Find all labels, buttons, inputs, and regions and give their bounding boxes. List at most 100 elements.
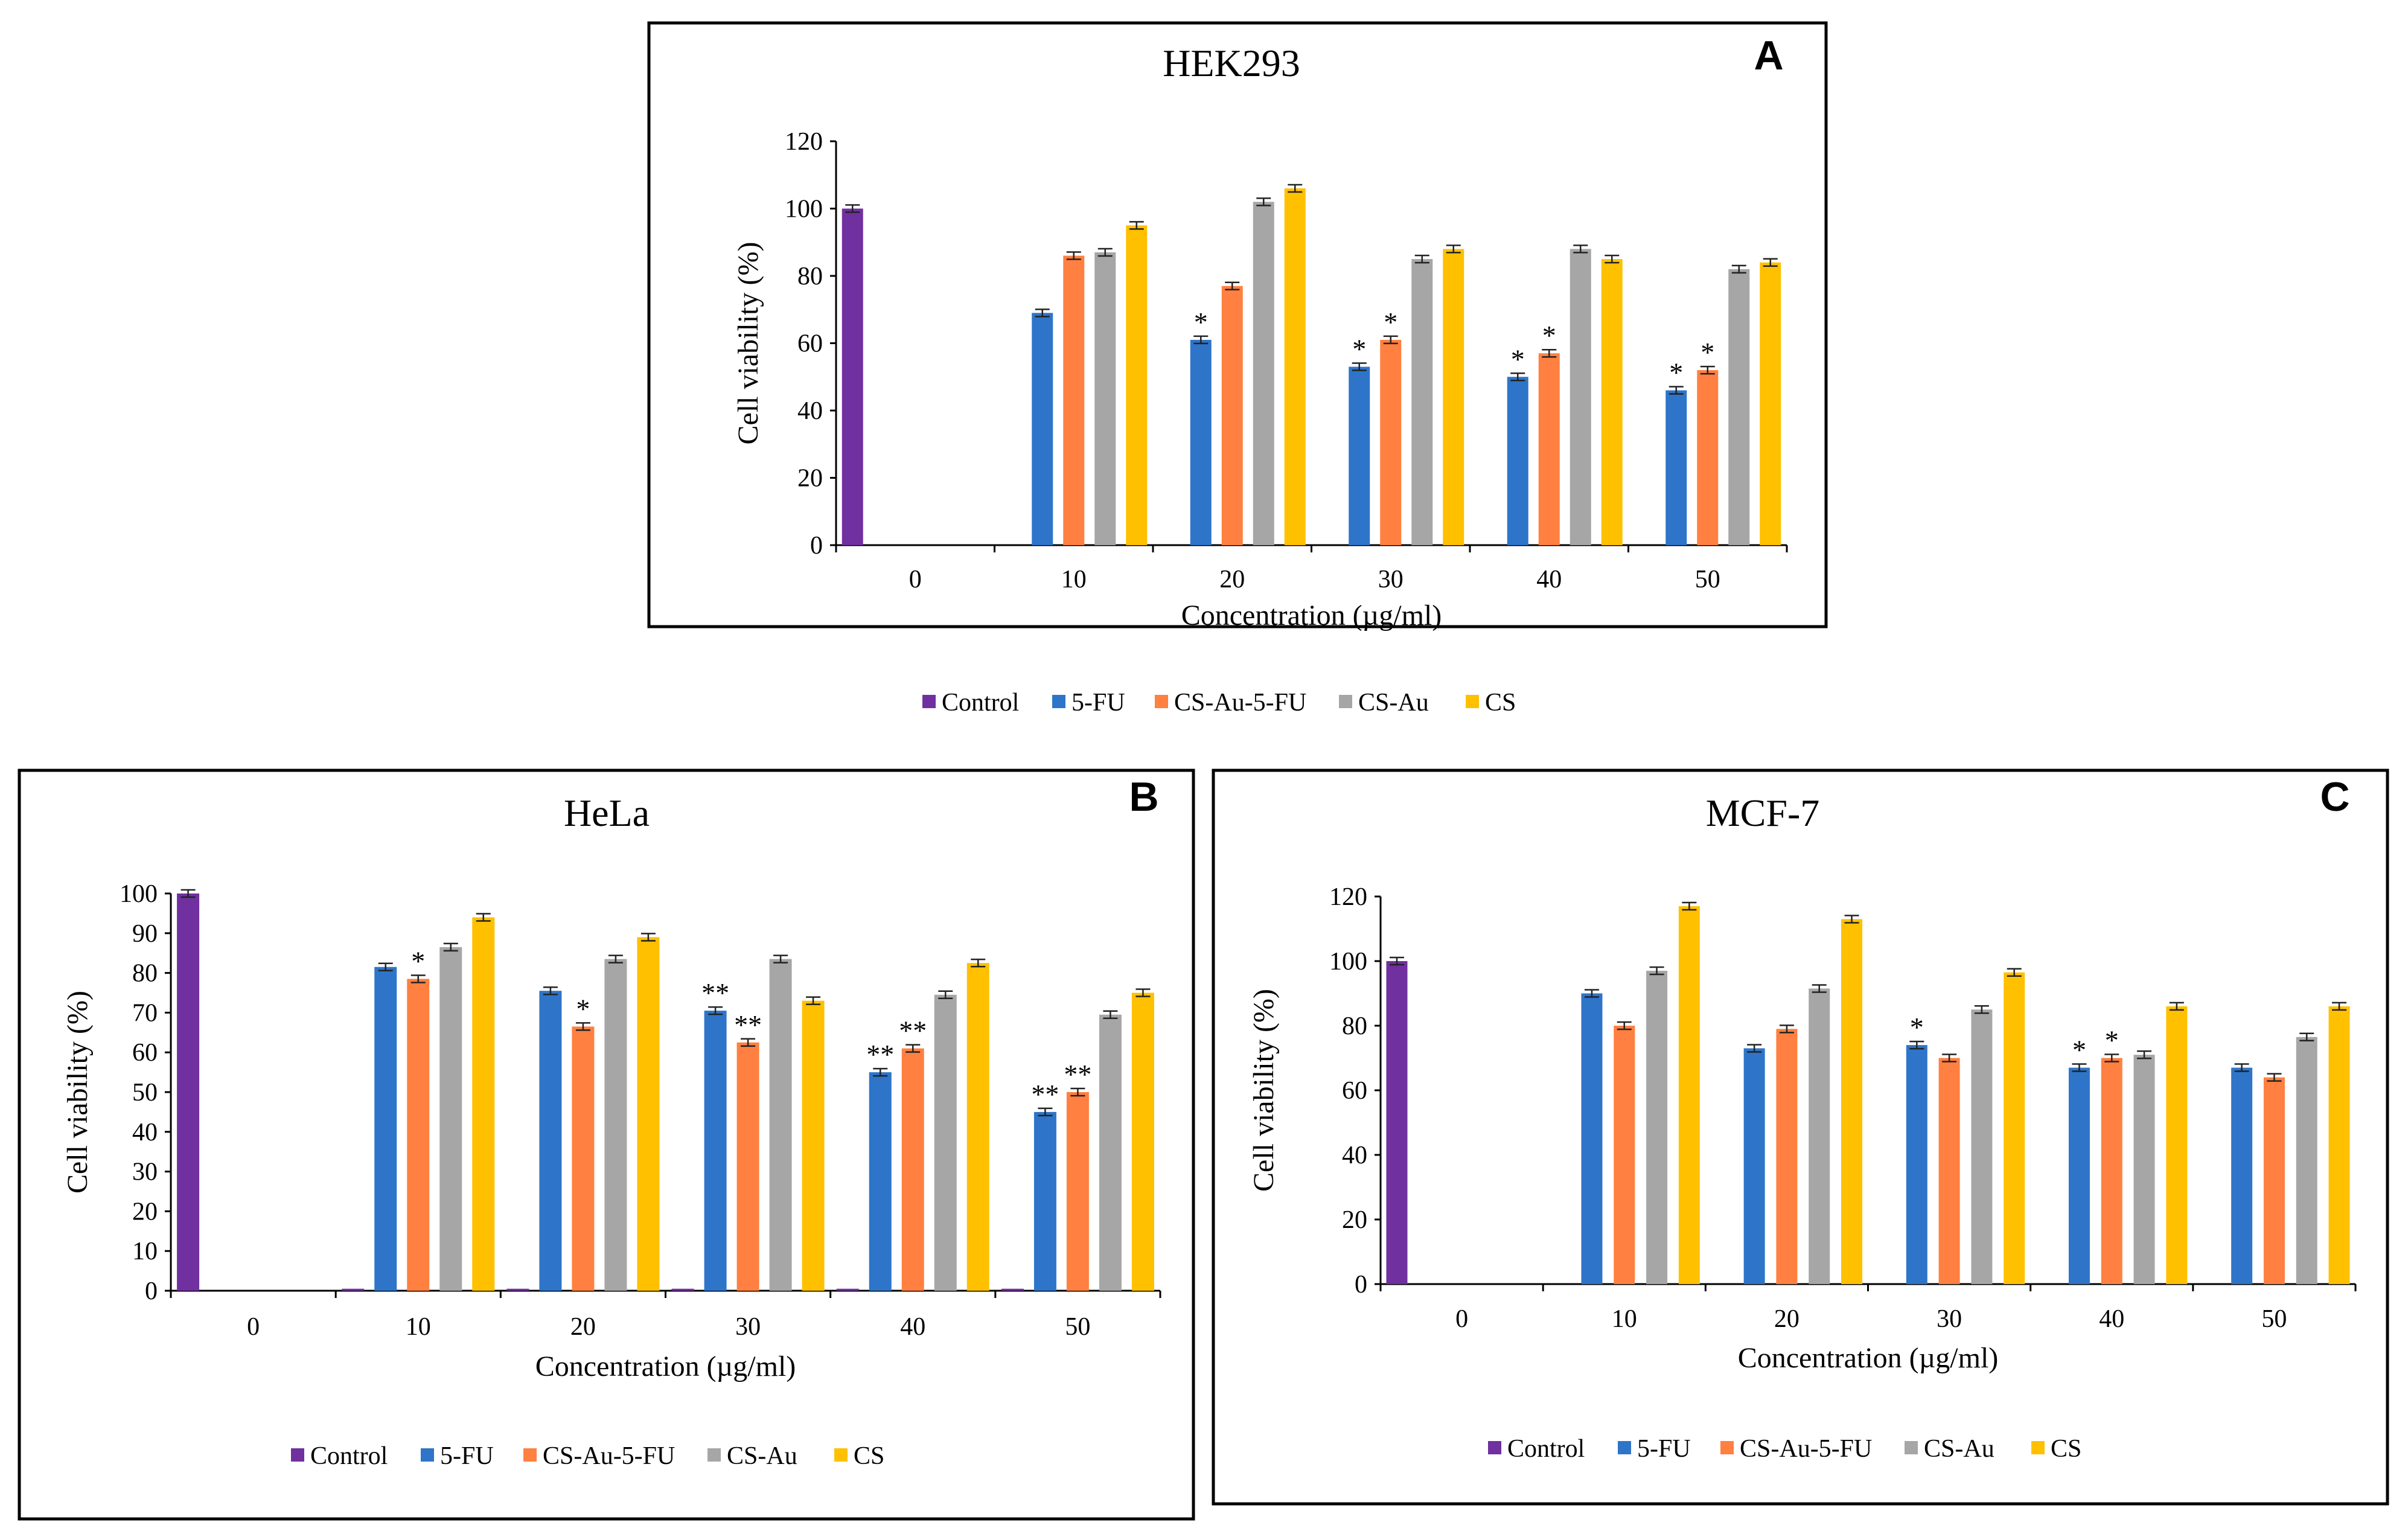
bar-control-20 bbox=[506, 1288, 529, 1291]
x-tick-label: 40 bbox=[900, 1313, 925, 1341]
significance-marker: * bbox=[1542, 320, 1556, 351]
significance-marker: ** bbox=[1031, 1079, 1059, 1110]
bar-cs-40 bbox=[1601, 259, 1623, 545]
bar-cs-20 bbox=[1841, 919, 1863, 1284]
bar-cs-40 bbox=[2166, 1006, 2188, 1284]
y-tick-label: 100 bbox=[785, 196, 823, 223]
bar-control-50 bbox=[1001, 1288, 1024, 1291]
legend-label: 5-FU bbox=[1071, 689, 1125, 717]
y-tick-label: 50 bbox=[132, 1079, 158, 1107]
bar-cs-au-5-fu-10 bbox=[407, 979, 430, 1291]
legend-label: CS bbox=[2051, 1435, 2081, 1463]
x-tick-label: 20 bbox=[570, 1313, 596, 1341]
bar-cs-au-5-fu-50 bbox=[1697, 370, 1719, 545]
panel-label: C bbox=[2320, 774, 2349, 820]
x-tick-label: 30 bbox=[1937, 1305, 1962, 1333]
bar-5-fu-20 bbox=[1190, 339, 1212, 545]
significance-marker: ** bbox=[1064, 1059, 1091, 1090]
x-tick-label: 20 bbox=[1219, 566, 1245, 593]
y-tick-label: 40 bbox=[132, 1119, 158, 1146]
y-tick-label: 100 bbox=[120, 880, 158, 908]
bar-cs-20 bbox=[1284, 188, 1306, 545]
legend-label: CS-Au-5-FU bbox=[543, 1442, 675, 1470]
x-tick-label: 20 bbox=[1774, 1305, 1800, 1333]
panel-frame bbox=[18, 769, 1195, 1521]
x-tick-label: 0 bbox=[1455, 1305, 1468, 1333]
y-tick-label: 100 bbox=[1329, 948, 1367, 976]
bar-cs-20 bbox=[637, 937, 660, 1291]
y-axis-title: Cell viability (%) bbox=[62, 991, 94, 1194]
bar-cs-au-5-fu-50 bbox=[2263, 1077, 2285, 1284]
significance-marker: * bbox=[411, 945, 425, 976]
x-tick-label: 10 bbox=[1061, 566, 1087, 593]
significance-marker: ** bbox=[701, 977, 729, 1008]
bar-5-fu-40 bbox=[869, 1072, 892, 1291]
bar-5-fu-30 bbox=[704, 1011, 727, 1291]
x-tick-label: 50 bbox=[1695, 566, 1720, 593]
bar-cs-au-40 bbox=[1570, 249, 1591, 545]
legend-swatch-control bbox=[922, 695, 936, 708]
bar-cs-au-5-fu-40 bbox=[1538, 353, 1560, 545]
legend-label: CS-Au bbox=[1924, 1435, 1994, 1463]
bar-control-10 bbox=[342, 1288, 365, 1291]
bar-cs-au-30 bbox=[769, 959, 792, 1291]
chart-panel-c: MCF-7 C 0 20 40 60 80 100 120 0 10 20 30 40 50 Concentr… bbox=[1212, 769, 2389, 1506]
bar-cs-au-5-fu-10 bbox=[1614, 1026, 1635, 1284]
x-tick-label: 10 bbox=[406, 1313, 431, 1341]
significance-marker: * bbox=[2072, 1035, 2086, 1066]
legend-label: CS-Au bbox=[1358, 689, 1429, 717]
bar-5-fu-40 bbox=[1507, 377, 1528, 545]
bar-cs-au-40 bbox=[2133, 1055, 2155, 1284]
bar-5-fu-10 bbox=[1032, 313, 1053, 545]
significance-marker: ** bbox=[866, 1039, 894, 1070]
bar-cs-au-20 bbox=[604, 959, 627, 1291]
legend-swatch-cs bbox=[1466, 695, 1479, 708]
panel-frame bbox=[647, 21, 1828, 628]
bar-cs-au-30 bbox=[1411, 259, 1433, 545]
legend-swatch-cs-au bbox=[707, 1448, 721, 1462]
legend-swatch-cs-au bbox=[1905, 1441, 1918, 1454]
bar-cs-au-50 bbox=[2296, 1037, 2317, 1284]
y-tick-label: 60 bbox=[1342, 1077, 1367, 1105]
panel-frame bbox=[1212, 769, 2389, 1506]
y-tick-label: 120 bbox=[785, 128, 823, 156]
bar-cs-au-5-fu-40 bbox=[2101, 1058, 2122, 1284]
legend-swatch-control bbox=[291, 1448, 304, 1462]
significance-marker: * bbox=[1194, 307, 1208, 337]
bar-cs-au-5-fu-30 bbox=[1938, 1058, 1960, 1284]
bar-cs-30 bbox=[2004, 972, 2025, 1284]
bar-cs-30 bbox=[1443, 249, 1464, 545]
y-tick-label: 0 bbox=[145, 1277, 158, 1305]
bar-cs-au-5-fu-20 bbox=[1221, 286, 1243, 545]
x-axis-title: Concentration (µg/ml) bbox=[535, 1350, 796, 1382]
x-tick-label: 30 bbox=[1378, 566, 1404, 593]
panel-label: B bbox=[1129, 774, 1158, 820]
y-tick-label: 70 bbox=[132, 999, 158, 1027]
y-tick-label: 40 bbox=[797, 397, 823, 425]
bar-control-30 bbox=[671, 1288, 694, 1291]
bar-cs-10 bbox=[1126, 225, 1148, 545]
legend-label: Control bbox=[310, 1442, 388, 1470]
bar-cs-au-10 bbox=[1094, 252, 1116, 545]
bar-5-fu-10 bbox=[1581, 993, 1603, 1284]
legend-label: CS-Au bbox=[727, 1442, 797, 1470]
y-tick-label: 80 bbox=[1342, 1012, 1367, 1040]
y-tick-label: 90 bbox=[132, 920, 158, 948]
bar-cs-au-20 bbox=[1253, 202, 1274, 546]
legend-label: 5-FU bbox=[1637, 1435, 1691, 1463]
legend-swatch-cs-au-5-fu bbox=[1155, 695, 1168, 708]
significance-marker: * bbox=[1352, 334, 1366, 365]
y-axis-title: Cell viability (%) bbox=[732, 242, 764, 445]
bar-cs-50 bbox=[2328, 1006, 2350, 1284]
y-tick-label: 80 bbox=[132, 960, 158, 988]
bar-cs-au-5-fu-40 bbox=[901, 1048, 924, 1291]
legend-label: CS bbox=[854, 1442, 884, 1470]
bar-cs-au-10 bbox=[1646, 971, 1668, 1284]
y-tick-label: 60 bbox=[132, 1039, 158, 1067]
significance-marker: * bbox=[1669, 357, 1683, 388]
bar-5-fu-40 bbox=[2068, 1067, 2090, 1284]
significance-marker: ** bbox=[899, 1015, 927, 1046]
legend-swatch-5-fu bbox=[421, 1448, 434, 1462]
significance-marker: * bbox=[2105, 1025, 2119, 1056]
y-tick-label: 30 bbox=[132, 1159, 158, 1186]
